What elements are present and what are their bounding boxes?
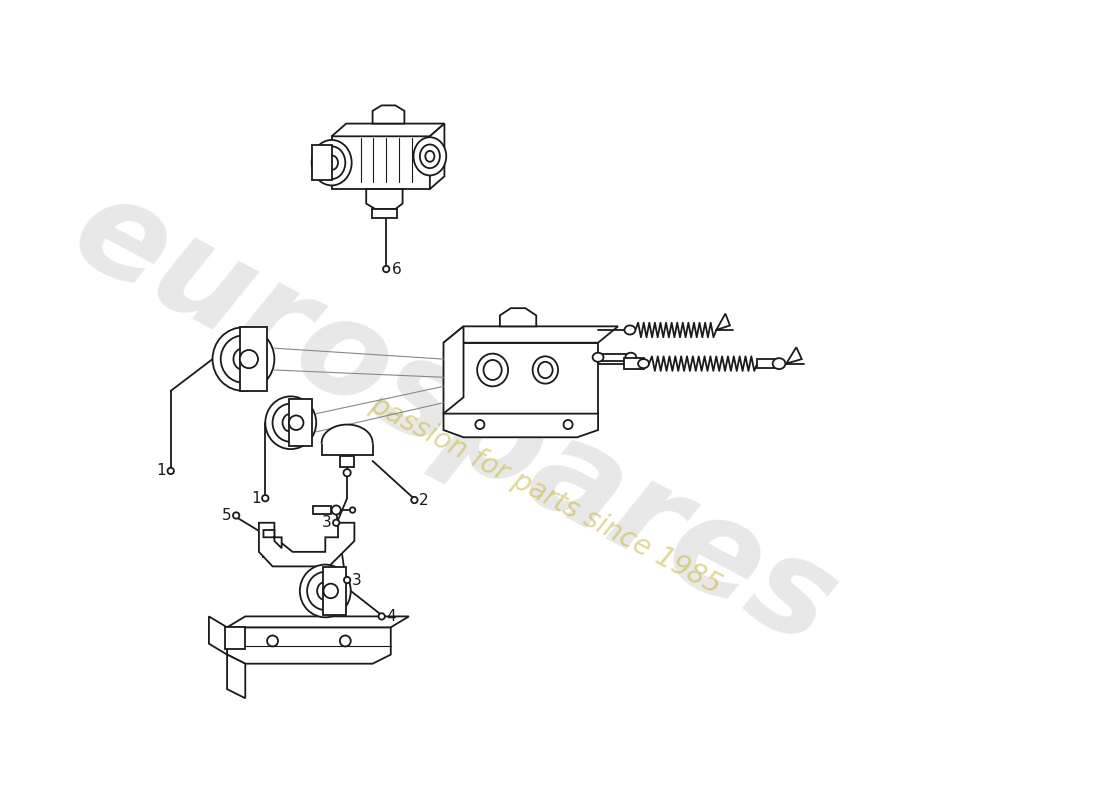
Polygon shape xyxy=(373,106,405,123)
Polygon shape xyxy=(499,308,536,326)
Text: passion for parts since 1985: passion for parts since 1985 xyxy=(365,390,726,600)
Bar xyxy=(598,354,630,361)
Circle shape xyxy=(167,468,174,474)
Polygon shape xyxy=(227,617,409,627)
Ellipse shape xyxy=(772,358,785,369)
Text: 2: 2 xyxy=(419,493,428,507)
Bar xyxy=(226,627,245,649)
Polygon shape xyxy=(209,617,227,654)
Ellipse shape xyxy=(538,362,552,378)
Circle shape xyxy=(333,519,340,526)
Ellipse shape xyxy=(625,326,636,334)
Polygon shape xyxy=(443,414,598,438)
Bar xyxy=(624,358,644,369)
Circle shape xyxy=(267,635,278,646)
Text: 5: 5 xyxy=(222,508,232,523)
Ellipse shape xyxy=(273,404,309,442)
Circle shape xyxy=(411,497,418,503)
Text: 3: 3 xyxy=(322,515,332,530)
Polygon shape xyxy=(332,123,444,136)
Ellipse shape xyxy=(426,151,434,162)
Text: 1: 1 xyxy=(157,463,166,478)
Text: 6: 6 xyxy=(393,262,402,277)
Ellipse shape xyxy=(484,360,502,380)
Circle shape xyxy=(233,512,240,518)
Polygon shape xyxy=(443,326,463,414)
Circle shape xyxy=(343,469,351,476)
Circle shape xyxy=(323,584,338,598)
Polygon shape xyxy=(443,326,618,342)
Text: 4: 4 xyxy=(386,609,396,624)
Ellipse shape xyxy=(307,572,343,610)
Bar xyxy=(323,567,346,614)
Polygon shape xyxy=(372,209,397,218)
Circle shape xyxy=(378,614,385,619)
Ellipse shape xyxy=(318,146,345,179)
Text: eurospares: eurospares xyxy=(52,163,857,674)
Bar xyxy=(757,359,779,368)
Ellipse shape xyxy=(317,582,333,600)
Bar xyxy=(311,146,332,180)
Ellipse shape xyxy=(265,396,316,449)
Polygon shape xyxy=(716,314,730,330)
Bar xyxy=(289,399,311,446)
Ellipse shape xyxy=(212,327,274,391)
Bar xyxy=(340,456,354,467)
Polygon shape xyxy=(332,136,430,189)
Polygon shape xyxy=(227,654,245,698)
Ellipse shape xyxy=(532,356,558,384)
Ellipse shape xyxy=(283,414,299,432)
Ellipse shape xyxy=(221,335,266,382)
Circle shape xyxy=(563,420,573,429)
Circle shape xyxy=(340,635,351,646)
Circle shape xyxy=(240,350,258,368)
Circle shape xyxy=(332,506,341,514)
Ellipse shape xyxy=(638,359,649,368)
Ellipse shape xyxy=(233,348,253,370)
Polygon shape xyxy=(443,342,598,414)
Bar xyxy=(240,327,267,391)
Text: 3: 3 xyxy=(351,573,361,587)
Circle shape xyxy=(344,577,350,583)
Ellipse shape xyxy=(593,353,604,362)
Polygon shape xyxy=(366,189,403,209)
Ellipse shape xyxy=(414,138,447,175)
Ellipse shape xyxy=(626,353,636,362)
Circle shape xyxy=(262,495,268,502)
Polygon shape xyxy=(227,627,390,664)
Ellipse shape xyxy=(477,354,508,386)
Circle shape xyxy=(383,266,389,272)
Polygon shape xyxy=(264,530,282,548)
Circle shape xyxy=(289,415,304,430)
Polygon shape xyxy=(786,347,802,364)
Text: 1: 1 xyxy=(252,490,261,506)
Circle shape xyxy=(350,507,355,513)
Ellipse shape xyxy=(326,155,338,170)
Ellipse shape xyxy=(420,145,440,168)
Bar xyxy=(312,506,331,514)
Ellipse shape xyxy=(300,565,351,618)
Ellipse shape xyxy=(311,140,352,186)
Circle shape xyxy=(475,420,484,429)
Polygon shape xyxy=(430,123,444,189)
Polygon shape xyxy=(258,522,354,566)
